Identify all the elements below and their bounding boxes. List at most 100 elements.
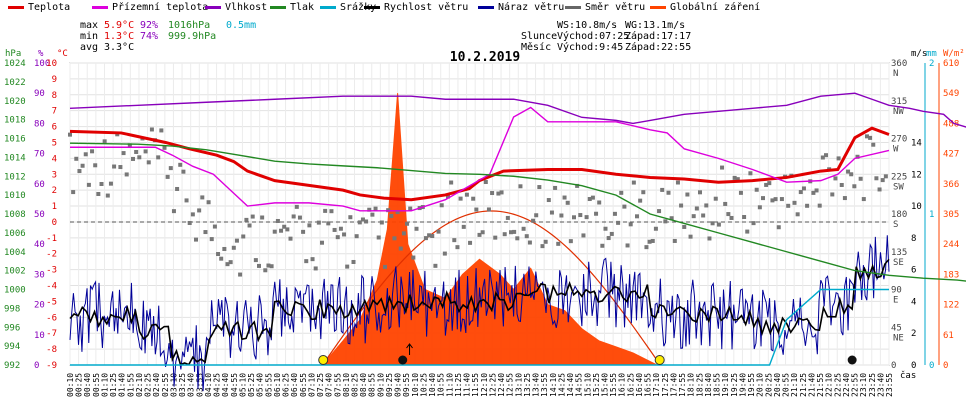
x-tick-label: 18:40 xyxy=(704,373,713,397)
wind-direction-point xyxy=(534,213,539,218)
solar-radiation-area xyxy=(321,93,658,366)
x-tick-label: 21:55 xyxy=(816,373,825,397)
wind-direction-point xyxy=(354,234,359,239)
wind-direction-point xyxy=(383,264,387,269)
wind-direction-point xyxy=(657,209,662,214)
tick-hpa: 1000 xyxy=(4,286,26,296)
wind-direction-point xyxy=(360,217,365,222)
tick-wm2: 610 xyxy=(943,59,959,69)
wind-direction-point xyxy=(496,191,501,196)
x-tick-label: 20:25 xyxy=(764,373,773,397)
tick-degc: 1 xyxy=(52,202,57,212)
wind-direction-point xyxy=(738,190,743,195)
wind-direction-point xyxy=(817,203,822,208)
wind-direction-point xyxy=(805,203,810,208)
wind-direction-point xyxy=(285,227,290,232)
x-tick-label: 14:55 xyxy=(575,373,584,397)
wind-direction-point xyxy=(694,206,699,211)
wind-direction-point xyxy=(313,266,318,271)
x-tick-label: 10:10 xyxy=(411,373,420,397)
wind-direction-point xyxy=(852,184,857,189)
wind-direction-point xyxy=(849,172,854,177)
x-tick-label: 07:10 xyxy=(307,373,316,397)
wind-direction-point xyxy=(474,207,479,212)
wind-direction-point xyxy=(669,216,674,221)
wind-direction-point xyxy=(266,263,271,268)
stat-avg-label: avg xyxy=(80,42,99,53)
wind-direction-point xyxy=(149,127,154,132)
tick-pct: 40 xyxy=(34,240,45,250)
wind-direction-point xyxy=(307,223,312,228)
x-tick-label: 20:10 xyxy=(756,373,765,397)
legend-swatch xyxy=(565,5,581,9)
legend-item-4: Srážky xyxy=(320,2,376,13)
x-tick-label: 15:10 xyxy=(583,373,592,397)
wind-direction-point xyxy=(830,192,835,197)
wind-direction-point xyxy=(820,155,825,160)
wind-direction-point xyxy=(405,221,410,226)
wind-direction-point xyxy=(509,230,513,235)
wind-direction-point xyxy=(323,208,328,213)
tick-degc: 0 xyxy=(52,218,57,228)
tick-degc: -3 xyxy=(46,266,57,276)
wind-direction-point xyxy=(439,203,444,208)
wind-direction-point xyxy=(247,223,252,228)
wind-direction-point xyxy=(338,226,343,231)
legend-item-2: Vlhkost xyxy=(205,2,267,13)
x-tick-label: 23:25 xyxy=(868,373,877,397)
wind-direction-point xyxy=(773,197,778,202)
x-tick-label: 07:40 xyxy=(325,373,334,397)
wind-direction-point xyxy=(219,256,224,261)
wind-direction-point xyxy=(716,222,721,227)
wind-direction-point xyxy=(713,196,718,201)
wind-direction-point xyxy=(175,186,180,191)
x-tick-label: 10:40 xyxy=(428,373,437,397)
x-tick-label: 02:25 xyxy=(144,373,153,397)
x-tick-label: 06:55 xyxy=(299,373,308,397)
wind-direction-point xyxy=(257,263,261,268)
x-tick-label: 04:25 xyxy=(213,373,222,397)
legend-label: Teplota xyxy=(28,2,71,13)
x-tick-label: 23:55 xyxy=(885,373,894,397)
tick-degc: 9 xyxy=(52,75,57,85)
wind-direction-point xyxy=(543,239,548,244)
x-tick-label: 15:25 xyxy=(592,373,601,397)
wind-direction-point xyxy=(112,164,117,169)
wind-direction-point xyxy=(348,215,353,220)
wind-direction-point xyxy=(861,197,866,202)
wind-direction-point xyxy=(505,215,510,220)
wind-direction-point xyxy=(279,228,284,233)
wind-direction-point xyxy=(619,190,624,195)
tick-degc: -6 xyxy=(46,313,57,323)
wind-direction-point xyxy=(729,215,734,220)
x-tick-label: 08:25 xyxy=(350,373,359,397)
wind-direction-point xyxy=(653,226,658,231)
wind-direction-point xyxy=(521,226,526,231)
tick-pct: 30 xyxy=(34,270,45,280)
legend-label: Směr větru xyxy=(585,2,646,13)
wind-direction-point xyxy=(253,258,258,263)
x-tick-label: 18:55 xyxy=(713,373,722,397)
legend-label: Srážky xyxy=(340,2,377,13)
wind-direction-point xyxy=(260,215,265,220)
wind-direction-point xyxy=(527,240,532,245)
info-moon-label: Měsíc xyxy=(521,42,552,53)
stat-min-press: 999.9hPa xyxy=(168,31,217,42)
tick-pct: 90 xyxy=(34,89,45,99)
legend-swatch xyxy=(205,5,221,9)
wind-direction-point xyxy=(572,215,576,220)
moonrise-marker xyxy=(398,355,408,365)
wind-direction-point xyxy=(171,209,176,214)
wind-direction-point xyxy=(446,194,450,199)
x-tick-label: 11:55 xyxy=(471,373,480,397)
x-tick-label: 19:40 xyxy=(738,373,747,397)
wind-direction-point xyxy=(688,234,693,239)
x-tick-label: 13:55 xyxy=(540,373,549,397)
x-tick-label: 16:55 xyxy=(644,373,653,397)
legend-item-0: Teplota xyxy=(8,2,70,13)
wind-speed-line xyxy=(69,258,890,366)
wind-direction-point xyxy=(833,176,838,181)
wind-direction-point xyxy=(710,221,715,226)
x-tick-label: 04:55 xyxy=(230,373,239,397)
x-tick-label: 03:40 xyxy=(187,373,196,397)
